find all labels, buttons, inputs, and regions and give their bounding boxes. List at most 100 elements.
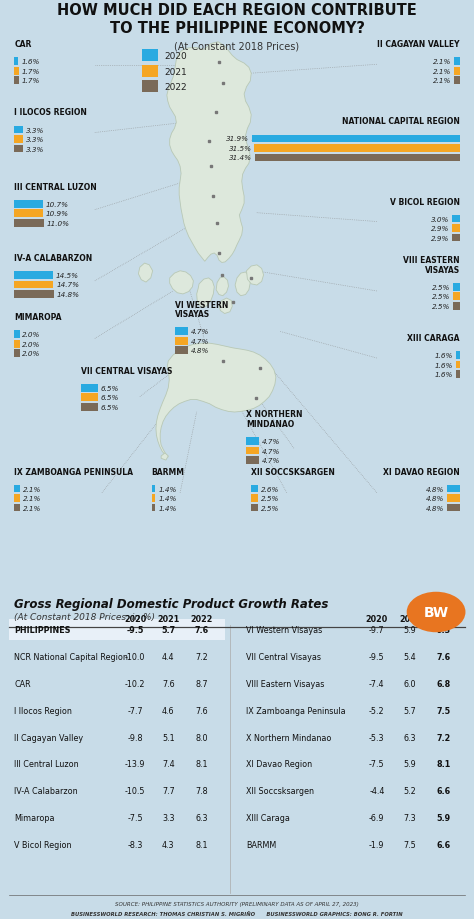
Text: 7.5: 7.5 (436, 706, 450, 715)
Text: IV-A CALABARZON: IV-A CALABARZON (14, 254, 92, 263)
Text: 2.5%: 2.5% (432, 285, 450, 290)
Text: 4.7%: 4.7% (191, 329, 209, 335)
Bar (14, 290, 54, 299)
Text: -9.5: -9.5 (127, 626, 144, 635)
Text: 1.4%: 1.4% (158, 486, 177, 492)
Text: BARMM: BARMM (152, 467, 185, 476)
Text: IV-A Calabarzon: IV-A Calabarzon (14, 787, 78, 795)
Text: -9.5: -9.5 (369, 652, 384, 662)
Bar (251, 494, 258, 503)
Text: 2022: 2022 (164, 83, 187, 92)
Bar (252, 135, 460, 143)
Text: 1.6%: 1.6% (434, 362, 453, 369)
Bar (454, 59, 460, 66)
Text: NCR National Capital Region: NCR National Capital Region (14, 652, 128, 662)
Polygon shape (138, 264, 153, 283)
Text: 3.3%: 3.3% (26, 146, 44, 153)
Text: PHILIPPINES: PHILIPPINES (14, 626, 71, 635)
Text: 2.0%: 2.0% (22, 341, 41, 347)
Text: 5.2: 5.2 (404, 787, 416, 795)
Text: 5.7: 5.7 (161, 626, 175, 635)
Text: 7.5: 7.5 (404, 840, 416, 849)
Bar (14, 341, 19, 348)
Text: XIII Caraga: XIII Caraga (246, 813, 291, 822)
Text: 6.3: 6.3 (195, 813, 208, 822)
Bar (14, 77, 19, 85)
Bar (453, 284, 460, 291)
Bar (14, 220, 44, 227)
Text: 4.3: 4.3 (162, 840, 174, 849)
Text: NATIONAL CAPITAL REGION: NATIONAL CAPITAL REGION (342, 118, 460, 126)
Bar (14, 200, 43, 209)
Polygon shape (167, 42, 251, 263)
Text: 9.3: 9.3 (436, 626, 450, 635)
Text: -4.4: -4.4 (369, 787, 384, 795)
Bar (246, 437, 259, 446)
Bar (175, 347, 188, 355)
Text: 2021: 2021 (399, 615, 421, 624)
Bar (453, 293, 460, 301)
Bar (251, 485, 258, 493)
Text: VI WESTERN
VISAYAS: VI WESTERN VISAYAS (175, 301, 229, 319)
Text: 5.4: 5.4 (404, 652, 416, 662)
Text: 7.7: 7.7 (162, 787, 174, 795)
Text: XIII CARAGA: XIII CARAGA (407, 334, 460, 343)
Text: -7.4: -7.4 (369, 679, 384, 688)
Text: 7.8: 7.8 (195, 787, 208, 795)
Text: BUSINESSWORLD RESEARCH: THOMAS CHRISTIAN S. MIGRIÑO      BUSINESSWORLD GRAPHICS:: BUSINESSWORLD RESEARCH: THOMAS CHRISTIAN… (71, 911, 403, 916)
Bar (14, 127, 23, 134)
Bar (142, 51, 158, 62)
Text: 4.7%: 4.7% (191, 338, 209, 345)
Text: 2.0%: 2.0% (22, 332, 41, 338)
Text: 1.7%: 1.7% (22, 69, 40, 74)
Text: 1.6%: 1.6% (434, 371, 453, 378)
Text: HOW MUCH DID EACH REGION CONTRIBUTE: HOW MUCH DID EACH REGION CONTRIBUTE (57, 3, 417, 18)
Text: 10.7%: 10.7% (46, 201, 69, 208)
Bar (14, 281, 54, 289)
Polygon shape (170, 271, 193, 295)
Text: 2.5%: 2.5% (261, 505, 279, 511)
Text: 2.5%: 2.5% (261, 495, 279, 502)
Text: 8.1: 8.1 (436, 759, 450, 768)
Text: VIII EASTERN
VISAYAS: VIII EASTERN VISAYAS (403, 255, 460, 275)
Text: IX ZAMBOANGA PENINSULA: IX ZAMBOANGA PENINSULA (14, 467, 133, 476)
Bar (447, 494, 460, 503)
Text: 6.8: 6.8 (436, 679, 450, 688)
Text: 7.6: 7.6 (194, 626, 209, 635)
Text: 4.7%: 4.7% (262, 458, 280, 463)
Text: 14.8%: 14.8% (56, 291, 80, 298)
Text: CAR: CAR (14, 679, 31, 688)
Text: 7.6: 7.6 (195, 706, 208, 715)
Text: 2020: 2020 (164, 52, 187, 62)
Text: 5.7: 5.7 (404, 706, 416, 715)
Text: (At Constant 2018 Prices): (At Constant 2018 Prices) (174, 41, 300, 51)
Text: 2020: 2020 (366, 615, 388, 624)
Text: 2.9%: 2.9% (431, 235, 449, 242)
Polygon shape (156, 344, 276, 458)
Text: 4.8%: 4.8% (426, 495, 444, 502)
Text: 14.5%: 14.5% (56, 273, 79, 278)
Polygon shape (235, 273, 250, 296)
Bar (14, 331, 19, 339)
Text: 4.7%: 4.7% (262, 448, 280, 454)
Text: 8.7: 8.7 (195, 679, 208, 688)
Bar (152, 485, 155, 493)
Bar (175, 328, 188, 335)
Bar (456, 361, 460, 369)
Text: 2022: 2022 (432, 615, 455, 624)
Text: 2.1%: 2.1% (23, 505, 41, 511)
Text: -10.0: -10.0 (125, 652, 145, 662)
Text: III Central Luzon: III Central Luzon (14, 759, 79, 768)
Text: BW: BW (423, 606, 449, 619)
Text: 2.0%: 2.0% (22, 351, 41, 357)
Text: 5.9: 5.9 (404, 759, 416, 768)
Bar (14, 494, 20, 503)
Text: 2.1%: 2.1% (433, 59, 451, 65)
Text: I ILOCOS REGION: I ILOCOS REGION (14, 108, 87, 118)
Text: 3.3%: 3.3% (26, 128, 44, 133)
Bar (9, 618, 225, 640)
Text: -5.3: -5.3 (369, 732, 384, 742)
Bar (251, 505, 258, 512)
Text: 4.7%: 4.7% (262, 438, 280, 445)
Bar (175, 337, 188, 346)
